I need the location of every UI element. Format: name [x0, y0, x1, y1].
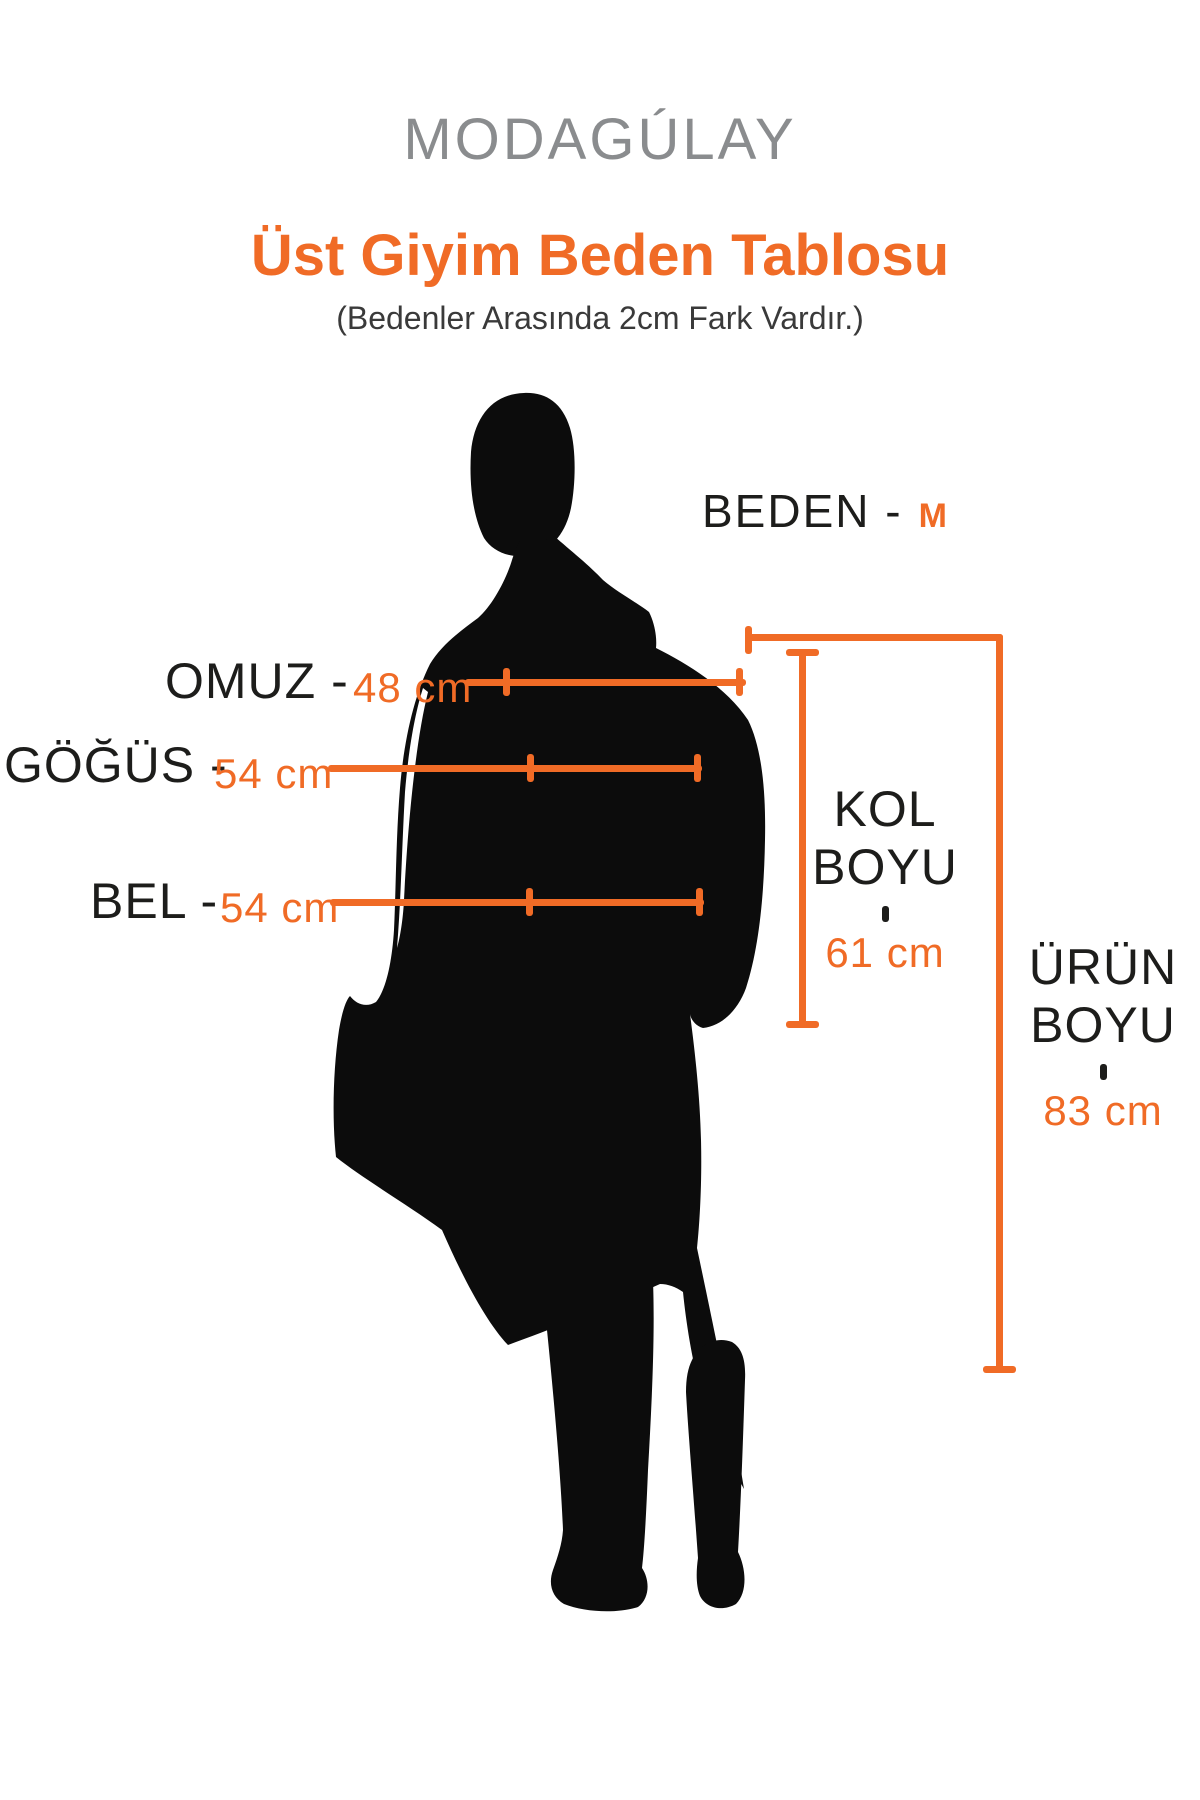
sleeve-value: 61 cm — [825, 929, 945, 976]
page-title: Üst Giyim Beden Tablosu — [250, 223, 950, 288]
waist-value: 54 cm — [220, 884, 340, 931]
brand-logo: MODAGÚLAY — [403, 107, 797, 172]
sleeve-line-cap-top — [786, 649, 819, 656]
product-length-block: ÜRÜN BOYU 83 cm — [1013, 938, 1193, 1134]
waist-label: BEL - — [90, 873, 219, 929]
product-length-label-line1: ÜRÜN — [1028, 939, 1178, 995]
waist-line-tick-right — [696, 888, 703, 916]
chest-line-tick-left — [527, 754, 534, 782]
size-label: BEDEN - — [702, 485, 903, 537]
shoulder-line-tick-right — [736, 668, 743, 696]
chest-line-tick-right — [694, 754, 701, 782]
shoulder-line-tick-left — [503, 668, 510, 696]
chest-measure-line — [328, 765, 702, 772]
chest-label: GÖĞÜS - — [4, 737, 228, 793]
sleeve-label-line1: KOL — [833, 781, 937, 837]
product-length-top-line — [745, 634, 1003, 641]
product-length-value: 83 cm — [1043, 1087, 1163, 1134]
silhouette-arm-gap — [397, 688, 428, 948]
product-length-cap-bottom — [983, 1366, 1016, 1373]
page-subtitle: (Bedenler Arasında 2cm Fark Vardır.) — [336, 300, 864, 336]
sleeve-dash-mark — [881, 906, 889, 922]
shoulder-value: 48 cm — [353, 664, 473, 711]
waist-measure-line — [330, 899, 704, 906]
shoulder-label: OMUZ - — [165, 653, 349, 709]
product-length-dash-mark — [1099, 1064, 1107, 1080]
product-length-label-line2: BOYU — [1030, 997, 1176, 1053]
size-value: M — [918, 497, 948, 535]
waist-line-tick-left — [526, 888, 533, 916]
silhouette-front-leg — [547, 1262, 654, 1612]
product-length-measure-line — [996, 634, 1003, 1372]
silhouette-back-leg — [686, 1340, 746, 1609]
sleeve-measure-line — [799, 652, 806, 1028]
silhouette-head — [470, 392, 575, 557]
shoulder-measure-line — [465, 679, 746, 686]
sleeve-line-cap-bottom — [786, 1021, 819, 1028]
sleeve-length-block: KOL BOYU 61 cm — [795, 780, 975, 976]
silhouette-body — [333, 536, 766, 1489]
chest-value: 54 cm — [214, 750, 334, 797]
size-indicator: BEDEN - M — [702, 484, 948, 538]
sleeve-label-line2: BOYU — [812, 839, 958, 895]
